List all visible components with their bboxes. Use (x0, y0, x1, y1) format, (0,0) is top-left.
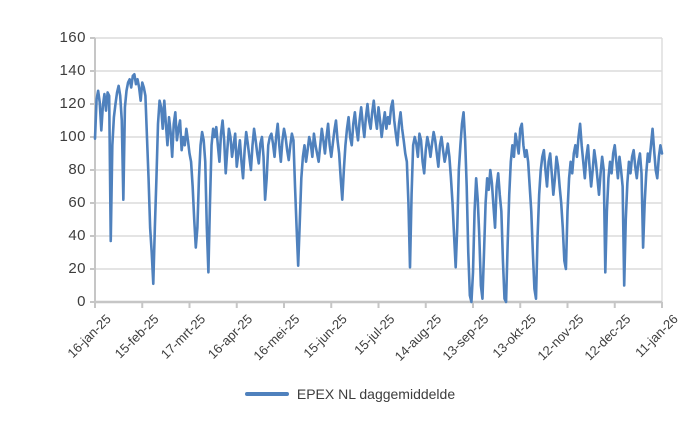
y-tick-label: 60 (68, 194, 86, 211)
legend-line-swatch (244, 392, 289, 396)
y-tick-label: 140 (59, 62, 86, 79)
y-tick-label: 20 (68, 260, 86, 277)
y-tick-label: 160 (59, 29, 86, 46)
y-tick-label: 120 (59, 95, 86, 112)
legend-label: EPEX NL daggemiddelde (296, 386, 456, 402)
y-tick-label: 100 (59, 128, 86, 145)
y-tick-label: 40 (68, 227, 86, 244)
legend: EPEX NL daggemiddelde (0, 386, 700, 402)
y-tick-label: 80 (68, 161, 86, 178)
y-tick-label: 0 (77, 293, 86, 310)
